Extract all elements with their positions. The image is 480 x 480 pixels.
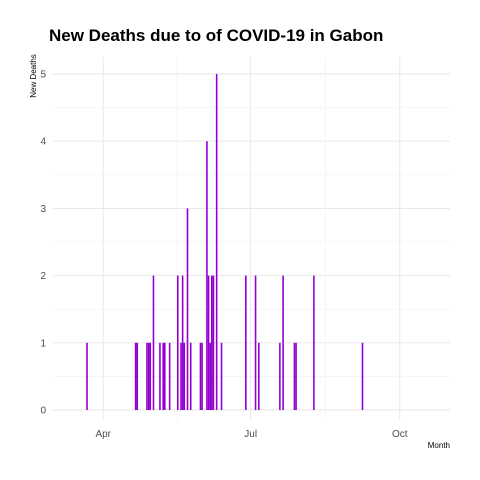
bar (212, 275, 215, 410)
bar (183, 342, 186, 410)
chart-title: New Deaths due to of COVID-19 in Gabon (49, 26, 384, 45)
bar (181, 275, 184, 410)
y-tick-label: 5 (40, 70, 46, 81)
bar (147, 342, 150, 410)
bar (209, 342, 211, 410)
y-tick-label: 0 (40, 406, 46, 417)
bar (149, 342, 152, 410)
bar (282, 275, 284, 410)
bar (207, 275, 210, 410)
x-tick-label: Apr (95, 429, 111, 440)
bar (313, 275, 315, 410)
tick-labels: 0 1 2 3 4 5 Apr Jul Oct (40, 70, 407, 441)
bar (257, 342, 260, 410)
bar (199, 342, 202, 410)
bar (146, 342, 148, 410)
bar (86, 342, 88, 410)
y-tick-label: 4 (40, 137, 46, 148)
bar (176, 275, 179, 410)
bars (86, 74, 364, 410)
bar (254, 275, 257, 410)
bar (136, 342, 139, 410)
x-axis-title: Month (428, 441, 450, 450)
bar (201, 342, 203, 410)
bar (186, 208, 189, 410)
bar (279, 342, 281, 410)
bar (220, 342, 223, 410)
bar (211, 275, 213, 410)
bar (245, 275, 247, 410)
bar (152, 275, 155, 410)
bar (293, 342, 296, 410)
bar (180, 342, 182, 410)
bar (295, 342, 297, 410)
y-tick-label: 3 (40, 204, 46, 215)
bar (361, 342, 364, 410)
y-tick-label: 1 (40, 338, 46, 349)
bar (215, 74, 218, 410)
bar (162, 342, 164, 410)
grid-lines (53, 57, 450, 420)
bar (168, 342, 171, 410)
x-tick-label: Oct (392, 429, 408, 440)
y-tick-label: 2 (40, 271, 46, 282)
bar (134, 342, 137, 410)
y-axis-title: New Deaths (29, 54, 38, 98)
x-tick-label: Jul (244, 429, 257, 440)
bar (206, 141, 208, 410)
bar (159, 342, 161, 410)
bar (189, 342, 192, 410)
bar (164, 342, 166, 410)
